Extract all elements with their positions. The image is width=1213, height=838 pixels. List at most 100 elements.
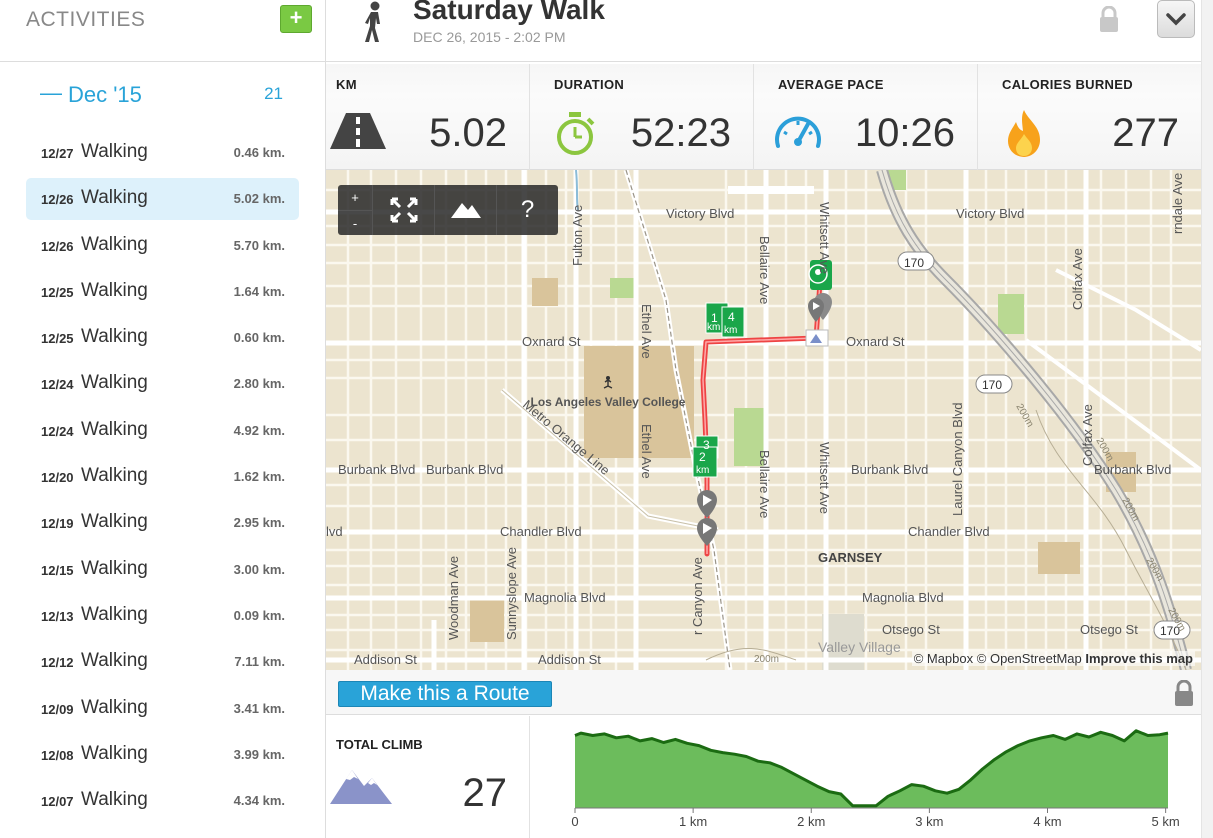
make-route-button[interactable]: Make this a Route xyxy=(338,681,552,707)
zoom-in-button[interactable]: + xyxy=(351,190,359,205)
activity-date: 12/19 xyxy=(41,516,74,532)
street-label: Colfax Ave xyxy=(1070,248,1085,310)
street-label: Whitsett Ave xyxy=(817,202,832,274)
photo-marker[interactable] xyxy=(805,329,829,347)
speedometer-icon xyxy=(775,116,821,148)
zoom-out-button[interactable]: - xyxy=(338,210,372,235)
activity-distance: 2.95 km. xyxy=(233,515,285,531)
scrollbar[interactable] xyxy=(1201,0,1213,838)
stat-value: 5.02 xyxy=(429,111,507,155)
mapbox-attribution-link[interactable]: © Mapbox xyxy=(913,651,974,666)
osm-attribution-link[interactable]: © OpenStreetMap xyxy=(976,651,1082,666)
stat-value: 10:26 xyxy=(854,111,955,155)
street-label: Magnolia Blvd xyxy=(524,590,606,605)
activity-type: Walking xyxy=(81,742,148,764)
activity-date: 12/24 xyxy=(41,423,74,439)
street-label: Victory Blvd xyxy=(666,206,734,221)
street-label: Laurel Canyon Blvd xyxy=(950,403,965,516)
map-help-button[interactable]: ? xyxy=(496,185,558,235)
stat-value: 277 xyxy=(1112,111,1179,155)
activity-list-item[interactable]: 12/08 Walking 3.99 km. xyxy=(26,734,299,776)
street-label: Sunnyslope Ave xyxy=(504,547,519,640)
activity-list-item[interactable]: 12/25 Walking 0.60 km. xyxy=(26,317,299,359)
stat-label: CALORIES BURNED xyxy=(1002,77,1133,92)
road-icon xyxy=(330,113,386,149)
activity-type: Walking xyxy=(81,696,148,718)
x-axis-ticks: 0 1 km 2 km 3 km 4 km 5 km xyxy=(571,808,1180,829)
activity-list-item[interactable]: 12/13 Walking 0.09 km. xyxy=(26,595,299,637)
km-marker-unit: km xyxy=(696,465,709,476)
stat-distance: KM 5.02 xyxy=(326,64,530,170)
lock-icon[interactable] xyxy=(1098,6,1120,32)
highway-shield-icon xyxy=(975,374,1013,394)
activity-list-item[interactable]: 12/19 Walking 2.95 km. xyxy=(26,502,299,544)
month-label[interactable]: Dec '15 xyxy=(68,82,142,107)
neighborhood-label: GARNSEY xyxy=(818,550,883,565)
improve-map-link[interactable]: Improve this map xyxy=(1085,651,1193,666)
street-label: Otsego St xyxy=(1080,622,1138,637)
street-label: lvd xyxy=(326,524,343,539)
pause-marker[interactable] xyxy=(697,518,717,546)
activity-list-item[interactable]: 12/24 Walking 4.92 km. xyxy=(26,410,299,452)
route-map[interactable]: Victory Blvd Victory Blvd Oxnard St Oxna… xyxy=(326,170,1201,670)
activity-date: 12/15 xyxy=(41,562,74,578)
start-marker[interactable] xyxy=(808,260,832,290)
activity-title[interactable]: Saturday Walk xyxy=(413,0,605,25)
pause-marker[interactable] xyxy=(808,293,832,322)
x-tick-label: 1 km xyxy=(679,814,707,829)
km-marker-label: 2 xyxy=(699,450,706,464)
highway-shield-icon xyxy=(897,251,935,271)
activity-list-item[interactable]: 12/07 Walking 4.34 km. xyxy=(26,780,299,822)
fullscreen-button[interactable] xyxy=(372,185,434,235)
activity-type: Walking xyxy=(81,141,148,162)
mountains-icon xyxy=(330,770,392,804)
activity-menu-button[interactable] xyxy=(1157,0,1195,38)
activity-distance: 1.62 km. xyxy=(233,469,285,485)
stat-label: DURATION xyxy=(554,77,625,92)
add-activity-button[interactable]: + xyxy=(280,5,312,33)
activity-list-item[interactable]: 12/26 Walking 5.70 km. xyxy=(26,225,299,267)
map-canvas[interactable]: Victory Blvd Victory Blvd Oxnard St Oxna… xyxy=(326,170,1201,670)
street-label: Oxnard St xyxy=(846,334,905,349)
activity-list-item[interactable]: 12/26 Walking 5.02 km. xyxy=(26,178,299,221)
activity-distance: 1.64 km. xyxy=(233,283,285,299)
chevron-down-icon xyxy=(1166,13,1186,26)
contour-label: 200m xyxy=(754,654,779,665)
x-tick-label: 3 km xyxy=(915,814,943,829)
street-label: Magnolia Blvd xyxy=(862,590,944,605)
sidebar-header: ACTIVITIES + xyxy=(0,0,325,62)
activity-list-item[interactable]: 12/27 Walking 0.46 km. xyxy=(26,132,299,174)
activity-date: 12/25 xyxy=(41,331,74,347)
activity-list-item[interactable]: 12/25 Walking 1.64 km. xyxy=(26,271,299,313)
km-marker-label: 4 xyxy=(728,310,735,324)
street-label: Burbank Blvd xyxy=(1094,462,1171,477)
activity-list-item[interactable]: 12/20 Walking 1.62 km. xyxy=(26,456,299,498)
street-label: Oxnard St xyxy=(522,334,581,349)
stat-total-climb: TOTAL CLIMB 27 xyxy=(326,716,530,838)
stat-label: AVERAGE PACE xyxy=(778,77,884,92)
km-marker-2[interactable] xyxy=(692,446,718,478)
collapse-icon[interactable]: — xyxy=(40,80,62,105)
activity-list-item[interactable]: 12/24 Walking 2.80 km. xyxy=(26,363,299,405)
activity-date: 12/08 xyxy=(41,747,74,763)
activity-list-item[interactable]: 12/15 Walking 3.00 km. xyxy=(26,549,299,591)
x-tick-label: 0 xyxy=(571,814,578,829)
km-marker-label: 1 xyxy=(711,311,718,325)
x-tick-label: 4 km xyxy=(1033,814,1061,829)
elevation-chart[interactable]: 0 1 km 2 km 3 km 4 km 5 km xyxy=(530,716,1201,838)
lock-icon[interactable] xyxy=(1173,680,1195,706)
college-icon xyxy=(603,376,613,389)
month-group-header[interactable]: — Dec '15 21 xyxy=(40,80,290,110)
km-marker-4[interactable] xyxy=(721,306,745,338)
street-label: Ethel Ave xyxy=(639,424,654,479)
activity-list-item[interactable]: 12/09 Walking 3.41 km. xyxy=(26,688,299,730)
activity-date: 12/27 xyxy=(41,146,74,161)
street-label: Colfax Ave xyxy=(1080,404,1095,466)
activity-type: Walking xyxy=(81,233,148,255)
activity-type: Walking xyxy=(81,326,148,348)
km-marker-label: 3 xyxy=(703,438,710,452)
activity-distance: 4.34 km. xyxy=(233,793,285,809)
terrain-toggle-button[interactable] xyxy=(434,185,496,235)
activity-list-item[interactable]: 12/12 Walking 7.11 km. xyxy=(26,641,299,683)
pause-marker[interactable] xyxy=(697,490,717,518)
